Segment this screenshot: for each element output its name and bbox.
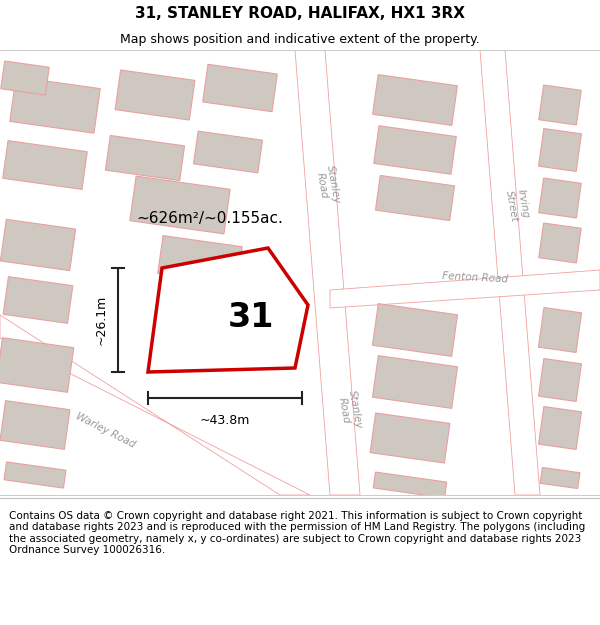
- Polygon shape: [10, 77, 100, 133]
- Polygon shape: [539, 85, 581, 125]
- Polygon shape: [4, 462, 66, 488]
- Polygon shape: [540, 468, 580, 489]
- Polygon shape: [158, 236, 242, 284]
- Polygon shape: [480, 50, 540, 495]
- Text: Fenton Road: Fenton Road: [442, 271, 508, 285]
- Polygon shape: [3, 141, 87, 189]
- Polygon shape: [1, 61, 49, 95]
- Polygon shape: [330, 270, 600, 308]
- Text: Warley Road: Warley Road: [74, 411, 136, 449]
- Polygon shape: [539, 178, 581, 218]
- Polygon shape: [203, 64, 277, 112]
- Polygon shape: [3, 277, 73, 323]
- Text: ~26.1m: ~26.1m: [95, 295, 108, 345]
- Polygon shape: [539, 223, 581, 263]
- Polygon shape: [373, 472, 447, 498]
- Polygon shape: [539, 406, 581, 449]
- Text: ~43.8m: ~43.8m: [200, 414, 250, 427]
- Text: Stanley
Road: Stanley Road: [336, 389, 364, 431]
- Polygon shape: [295, 50, 360, 495]
- Polygon shape: [373, 304, 458, 356]
- Polygon shape: [539, 129, 581, 171]
- Text: Contains OS data © Crown copyright and database right 2021. This information is : Contains OS data © Crown copyright and d…: [9, 511, 585, 556]
- Text: Map shows position and indicative extent of the property.: Map shows position and indicative extent…: [120, 32, 480, 46]
- Polygon shape: [0, 338, 74, 392]
- Polygon shape: [194, 131, 262, 173]
- Polygon shape: [130, 176, 230, 234]
- Polygon shape: [106, 136, 185, 181]
- Polygon shape: [148, 248, 308, 372]
- Polygon shape: [373, 74, 457, 126]
- Polygon shape: [1, 219, 76, 271]
- Text: Irving
Street: Irving Street: [503, 188, 530, 222]
- Polygon shape: [538, 308, 581, 352]
- Polygon shape: [115, 70, 195, 120]
- Polygon shape: [370, 413, 450, 463]
- Polygon shape: [0, 401, 70, 449]
- Text: 31, STANLEY ROAD, HALIFAX, HX1 3RX: 31, STANLEY ROAD, HALIFAX, HX1 3RX: [135, 6, 465, 21]
- Polygon shape: [374, 126, 456, 174]
- Text: ~626m²/~0.155ac.: ~626m²/~0.155ac.: [137, 211, 283, 226]
- Polygon shape: [373, 356, 458, 408]
- Text: 31: 31: [228, 301, 274, 334]
- Polygon shape: [376, 176, 455, 221]
- Polygon shape: [0, 315, 310, 495]
- Text: Stanley
Road: Stanley Road: [314, 164, 342, 206]
- Polygon shape: [539, 359, 581, 401]
